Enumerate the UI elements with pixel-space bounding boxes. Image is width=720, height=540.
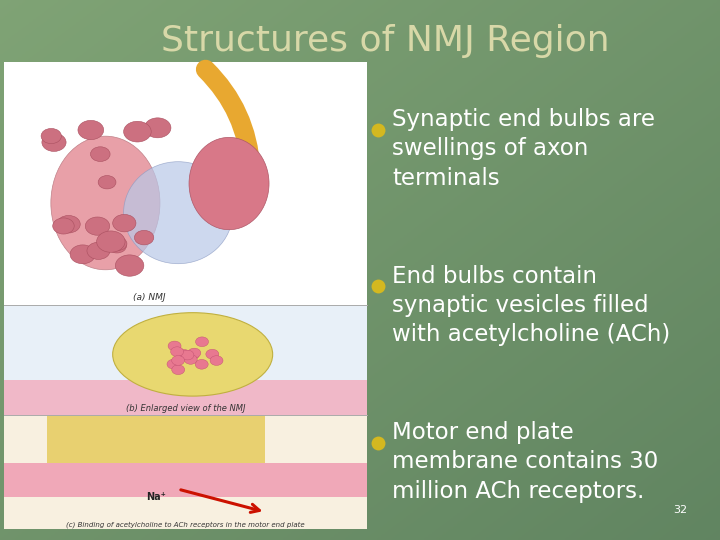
Circle shape <box>135 231 154 245</box>
Ellipse shape <box>51 136 160 270</box>
FancyArrowPatch shape <box>206 70 251 168</box>
Circle shape <box>53 218 74 234</box>
Circle shape <box>171 347 184 356</box>
Circle shape <box>172 365 185 375</box>
Bar <box>4 415 367 529</box>
Circle shape <box>42 133 66 151</box>
Circle shape <box>168 341 181 351</box>
Bar <box>4 380 367 415</box>
Ellipse shape <box>189 137 269 230</box>
Text: Synaptic end bulbs are
swellings of axon
terminals: Synaptic end bulbs are swellings of axon… <box>392 108 655 190</box>
Circle shape <box>113 214 136 232</box>
Circle shape <box>144 118 171 138</box>
Circle shape <box>167 359 180 369</box>
Text: Motor end plate
membrane contains 30
million ACh receptors.: Motor end plate membrane contains 30 mil… <box>392 421 659 503</box>
Circle shape <box>186 350 199 360</box>
Text: Structures of NMJ Region: Structures of NMJ Region <box>161 24 610 58</box>
Text: (c) Binding of acetylcholine to ACh receptors in the motor end plate: (c) Binding of acetylcholine to ACh rece… <box>66 522 305 528</box>
Circle shape <box>184 355 197 365</box>
Bar <box>4 305 367 415</box>
Bar <box>48 415 266 466</box>
Circle shape <box>188 348 201 358</box>
Circle shape <box>195 360 208 369</box>
Circle shape <box>87 242 110 259</box>
Circle shape <box>86 217 109 235</box>
Circle shape <box>57 215 80 233</box>
Circle shape <box>98 176 116 189</box>
Text: (a) NMJ: (a) NMJ <box>132 293 166 302</box>
Bar <box>4 62 367 529</box>
Circle shape <box>196 337 209 347</box>
Circle shape <box>124 122 151 142</box>
Circle shape <box>78 120 104 140</box>
Circle shape <box>206 349 219 359</box>
Text: 32: 32 <box>673 505 688 515</box>
Circle shape <box>115 255 144 276</box>
Circle shape <box>70 245 95 264</box>
Circle shape <box>91 147 110 161</box>
Circle shape <box>41 129 61 144</box>
Bar <box>4 463 367 497</box>
Circle shape <box>210 356 223 366</box>
Circle shape <box>171 355 184 365</box>
Circle shape <box>181 350 194 360</box>
Text: Na⁺: Na⁺ <box>146 492 166 502</box>
Text: (b) Enlarged view of the NMJ: (b) Enlarged view of the NMJ <box>126 403 245 413</box>
Circle shape <box>109 237 127 251</box>
Circle shape <box>107 239 127 253</box>
Ellipse shape <box>112 313 273 396</box>
Ellipse shape <box>124 161 233 264</box>
Text: End bulbs contain
synaptic vesicles filled
with acetylcholine (ACh): End bulbs contain synaptic vesicles fill… <box>392 265 670 346</box>
Circle shape <box>96 231 125 252</box>
Circle shape <box>178 349 191 359</box>
